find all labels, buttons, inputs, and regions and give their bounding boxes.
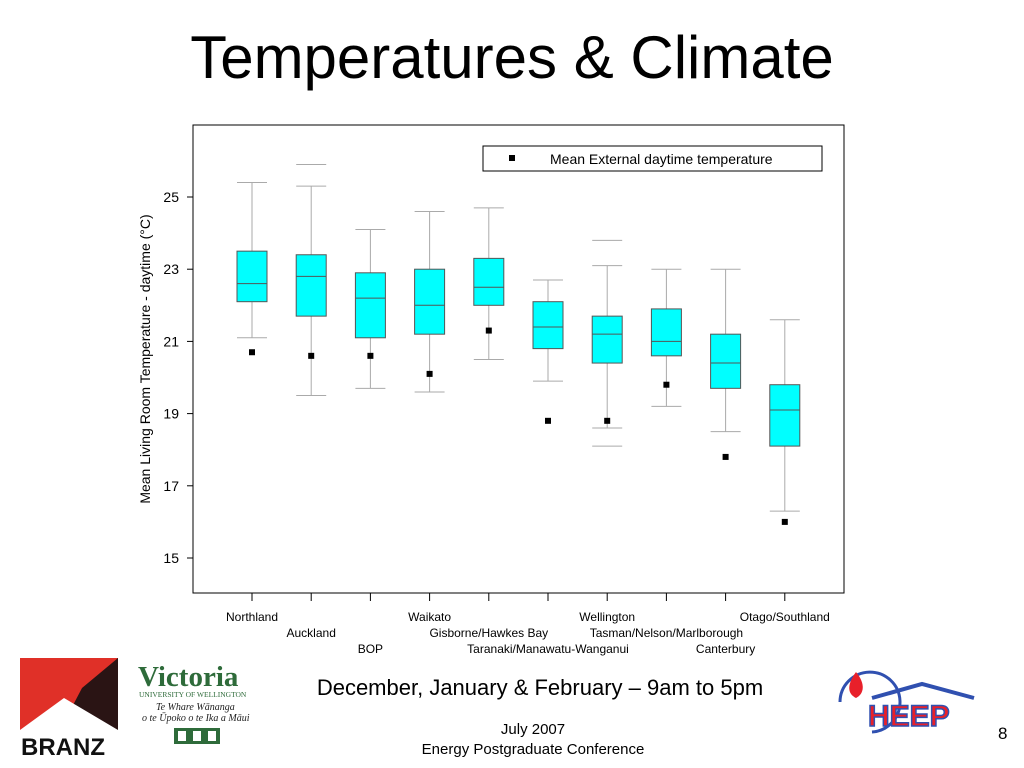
category-label: Waikato	[408, 610, 451, 624]
mean-external-marker	[722, 453, 729, 460]
mean-external-marker	[604, 417, 611, 424]
legend-marker	[509, 155, 515, 161]
category-label: Wellington	[579, 610, 635, 624]
category-label: BOP	[358, 642, 383, 656]
heep-roof-icon	[871, 681, 975, 700]
mean-external-marker	[485, 327, 492, 334]
y-tick-label: 23	[163, 261, 179, 277]
victoria-university-text: UNIVERSITY OF WELLINGTON	[139, 690, 247, 699]
y-tick-label: 25	[163, 189, 179, 205]
category-label: Auckland	[287, 626, 336, 640]
box	[591, 315, 623, 364]
plot-frame	[192, 124, 845, 594]
legend: Mean External daytime temperature	[482, 145, 823, 172]
box	[354, 272, 386, 339]
box	[414, 268, 446, 335]
box	[473, 257, 505, 306]
box	[295, 254, 327, 317]
mean-external-marker	[545, 417, 551, 424]
heep-wordmark: HEEP	[868, 700, 950, 733]
mean-external-marker	[367, 352, 374, 359]
victoria-crest-icon	[174, 728, 220, 744]
victoria-logo: Victoria UNIVERSITY OF WELLINGTON Te Wha…	[136, 660, 260, 750]
page-number: 8	[998, 724, 1008, 743]
footer-date: July 2007	[500, 721, 566, 738]
category-label: Tasman/Nelson/Marlborough	[590, 626, 743, 640]
box	[710, 333, 742, 389]
category-label: Northland	[226, 610, 278, 624]
mean-external-marker	[308, 352, 315, 359]
category-label: Taranaki/Manawatu-Wanganui	[467, 642, 629, 656]
legend-box	[482, 145, 823, 172]
y-tick-label: 15	[163, 550, 179, 566]
slide-subtitle: December, January & February – 9am to 5p…	[316, 675, 764, 700]
victoria-maori-line-2: o te Ūpoko o te Ika a Māui	[142, 712, 250, 724]
box	[650, 308, 682, 357]
box	[769, 384, 801, 447]
victoria-wordmark: Victoria	[138, 661, 239, 693]
box	[532, 301, 564, 350]
legend-label: Mean External daytime temperature	[550, 151, 773, 167]
mean-external-marker	[781, 518, 788, 525]
heep-logo: HEEP	[832, 664, 980, 736]
branz-wordmark: BRANZ	[21, 734, 105, 758]
victoria-maori-line-1: Te Whare Wānanga	[156, 702, 235, 713]
flame-icon	[849, 672, 863, 698]
mean-external-marker	[249, 349, 255, 356]
box	[236, 250, 268, 303]
mean-external-marker	[663, 381, 670, 388]
y-tick-label: 19	[163, 406, 179, 422]
mean-external-marker	[426, 370, 433, 377]
category-label: Gisborne/Hawkes Bay	[429, 626, 548, 640]
y-tick-label: 21	[163, 333, 179, 349]
category-label: Otago/Southland	[740, 610, 830, 624]
category-label: Canterbury	[696, 642, 755, 656]
footer-event: Energy Postgraduate Conference	[421, 741, 645, 758]
slide-title: Temperatures & Climate	[190, 24, 834, 91]
y-tick-label: 17	[163, 478, 179, 494]
branz-emblem-icon: BRANZ	[20, 658, 118, 761]
y-axis-label: Mean Living Room Temperature - daytime (…	[137, 214, 153, 503]
heep-head-icon	[838, 670, 902, 734]
branz-logo: BRANZ	[20, 658, 118, 761]
